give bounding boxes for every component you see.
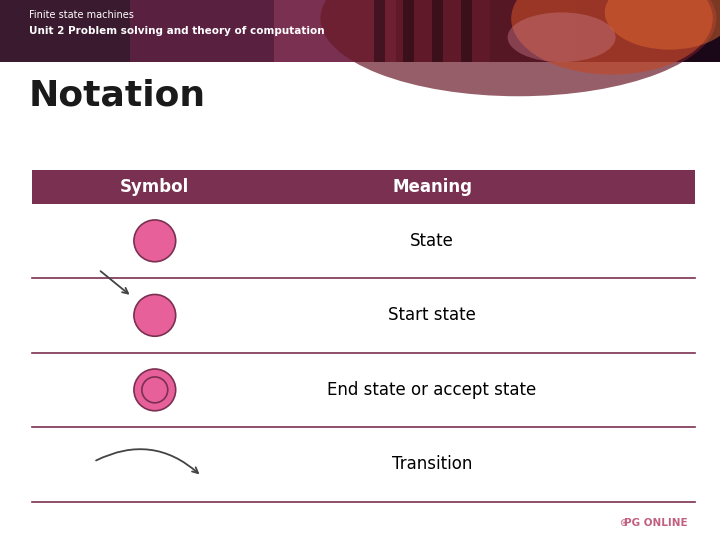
Text: ⊛: ⊛ bbox=[619, 518, 627, 528]
Text: Symbol: Symbol bbox=[120, 178, 189, 196]
Ellipse shape bbox=[511, 0, 713, 75]
Bar bbox=[432, 0, 443, 62]
Bar bbox=[274, 0, 396, 62]
Text: PG ONLINE: PG ONLINE bbox=[624, 518, 688, 528]
Text: End state or accept state: End state or accept state bbox=[328, 381, 536, 399]
FancyArrowPatch shape bbox=[96, 449, 198, 473]
Text: Notation: Notation bbox=[29, 78, 206, 112]
Ellipse shape bbox=[134, 220, 176, 262]
Bar bbox=[461, 0, 472, 62]
Bar bbox=[130, 0, 274, 62]
Text: Unit 2 Problem solving and theory of computation: Unit 2 Problem solving and theory of com… bbox=[29, 26, 325, 36]
Text: Meaning: Meaning bbox=[392, 178, 472, 196]
Text: Start state: Start state bbox=[388, 306, 476, 325]
Bar bbox=[403, 0, 414, 62]
Bar bbox=[0, 62, 720, 540]
Bar bbox=[374, 0, 385, 62]
Ellipse shape bbox=[134, 369, 176, 411]
Text: Finite state machines: Finite state machines bbox=[29, 10, 134, 20]
Ellipse shape bbox=[320, 0, 716, 96]
Ellipse shape bbox=[605, 0, 720, 50]
Text: State: State bbox=[410, 232, 454, 250]
Bar bbox=[396, 0, 490, 62]
Text: Transition: Transition bbox=[392, 455, 472, 474]
Ellipse shape bbox=[134, 294, 176, 336]
Bar bbox=[576, 0, 720, 62]
Ellipse shape bbox=[508, 12, 616, 62]
Bar bbox=[32, 170, 695, 204]
Bar bbox=[0, 0, 130, 62]
Bar bbox=[490, 0, 576, 62]
